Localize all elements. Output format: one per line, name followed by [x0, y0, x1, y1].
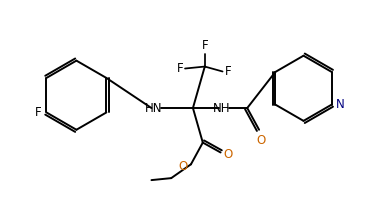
Text: HN: HN	[145, 101, 162, 115]
Text: O: O	[224, 148, 233, 161]
Text: F: F	[225, 65, 231, 78]
Text: F: F	[176, 62, 183, 75]
Text: F: F	[35, 106, 42, 119]
Text: N: N	[336, 98, 344, 111]
Text: F: F	[201, 39, 208, 52]
Text: O: O	[179, 160, 188, 173]
Text: NH: NH	[213, 101, 230, 115]
Text: O: O	[256, 134, 265, 147]
